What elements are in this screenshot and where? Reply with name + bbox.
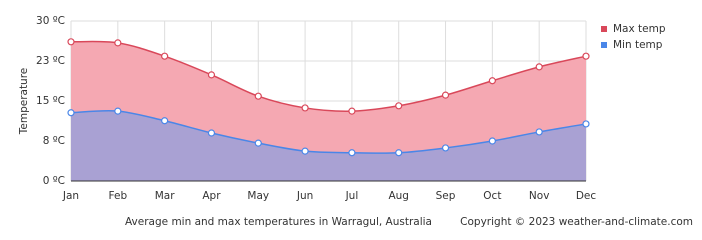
data-point: [301, 147, 309, 155]
x-tick-label: Jan: [62, 190, 79, 202]
x-tick-label: Feb: [109, 190, 128, 202]
data-point: [207, 129, 216, 137]
data-point: [582, 120, 590, 128]
x-tick-label: Oct: [483, 190, 501, 202]
y-tick-label: 23 ºC: [36, 55, 65, 67]
x-tick-label: Mar: [155, 190, 175, 202]
y-tick-label: 30 ºC: [36, 15, 65, 27]
x-tick-label: Apr: [202, 190, 221, 202]
data-point: [161, 117, 169, 125]
y-axis-label: Temperature: [18, 68, 30, 136]
chart: Temperature Average min and max temperat…: [18, 15, 693, 228]
data-point: [207, 71, 216, 79]
x-tick-label: Nov: [529, 190, 550, 202]
series-line: [70, 40, 587, 112]
data-point: [488, 77, 496, 85]
data-point: [67, 38, 75, 46]
data-point: [395, 102, 403, 110]
x-tick-label: Sep: [436, 190, 456, 202]
subtitle: Average min and max temperatures in Warr…: [125, 216, 432, 228]
series-line: [70, 110, 587, 154]
legend-swatch: [601, 42, 607, 48]
y-tick-label: 15 ºC: [36, 95, 65, 107]
data-point: [301, 104, 309, 112]
data-point: [441, 91, 450, 99]
x-tick-label: Aug: [388, 190, 409, 202]
x-tick-label: May: [247, 190, 269, 202]
x-tick-label: Jul: [345, 190, 359, 202]
data-point: [254, 139, 262, 147]
data-point: [535, 63, 543, 71]
data-point: [114, 39, 122, 47]
x-tick-label: Jun: [296, 190, 313, 202]
y-tick-label: 0 ºC: [43, 175, 65, 187]
data-point: [535, 128, 543, 136]
data-point: [441, 144, 450, 152]
area-fill: [71, 110, 586, 181]
data-point: [67, 109, 75, 117]
data-point: [582, 52, 590, 60]
copyright: Copyright © 2023 weather-and-climate.com: [460, 216, 693, 228]
data-point: [254, 92, 262, 100]
data-point: [114, 107, 122, 115]
data-point: [348, 149, 356, 157]
x-tick-label: Dec: [576, 190, 597, 202]
legend-label: Min temp: [613, 39, 663, 51]
legend-label: Max temp: [613, 23, 666, 35]
data-point: [488, 137, 496, 145]
legend-swatch: [601, 26, 607, 32]
data-point: [348, 107, 356, 115]
y-tick-label: 8 ºC: [43, 135, 65, 147]
data-point: [395, 149, 403, 157]
data-point: [161, 52, 169, 60]
